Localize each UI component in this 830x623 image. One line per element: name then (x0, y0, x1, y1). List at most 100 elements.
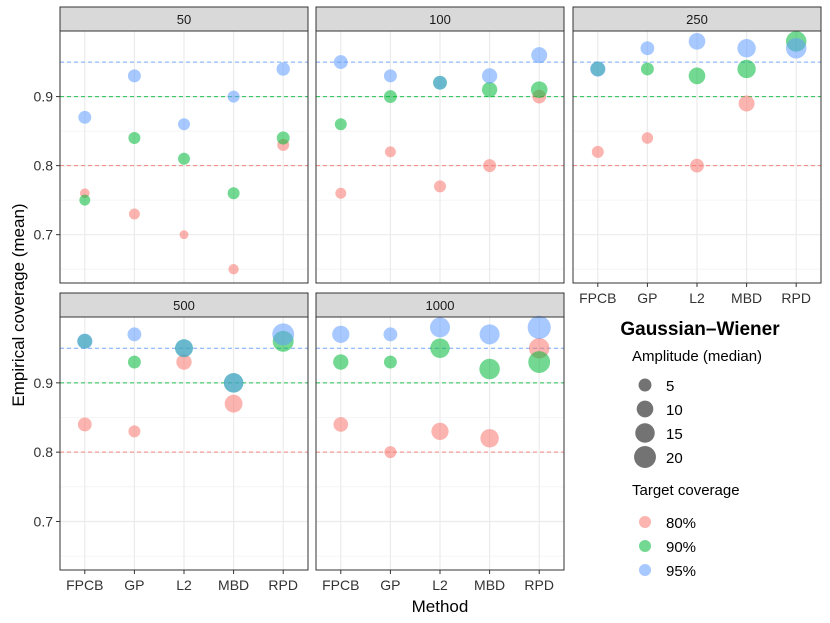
point-80pct-FPCB (592, 146, 604, 158)
y-tick-label: 0.9 (34, 375, 54, 391)
legend-size-items: 5 10 15 20 (634, 378, 683, 468)
y-tick-label: 0.9 (34, 89, 54, 105)
facet-strip-label: 100 (429, 12, 451, 27)
legend-size-key-20 (634, 446, 656, 468)
point-95pct-MBD (224, 373, 243, 392)
legend-color-label-95pct: 95% (666, 563, 696, 580)
x-tick-label-MBD: MBD (218, 577, 249, 593)
point-95pct-FPCB (334, 55, 348, 69)
point-90pct-RPD (277, 132, 290, 145)
legend-color-key-95pct (639, 564, 651, 576)
x-tick-label-RPD: RPD (268, 577, 298, 593)
legend-color-label-80pct: 80% (666, 515, 696, 532)
x-tick-label-RPD: RPD (781, 290, 811, 306)
facet-50: 50 0.7 0.8 0.9 (34, 7, 308, 283)
facet-1000: 1000FPCB GP L2 MBD RPD (316, 293, 564, 593)
x-tick-label-L2: L2 (176, 577, 192, 593)
point-90pct-GP (641, 63, 654, 76)
point-95pct-MBD (480, 324, 500, 344)
y-tick-label: 0.7 (34, 227, 54, 243)
point-95pct-GP (128, 327, 142, 341)
y-tick-label: 0.7 (34, 513, 54, 529)
x-tick-label-FPCB: FPCB (579, 290, 616, 306)
y-tick-label: 0.8 (34, 158, 54, 174)
point-95pct-GP (128, 69, 141, 82)
point-80pct-MBD (739, 95, 755, 111)
point-95pct-L2 (689, 33, 706, 50)
point-95pct-L2 (430, 317, 450, 337)
legend-color-key-80pct (639, 516, 651, 528)
point-90pct-GP (128, 356, 141, 369)
x-tick-label-L2: L2 (432, 577, 448, 593)
x-tick-label-GP: GP (637, 290, 657, 306)
point-95pct-FPCB (332, 326, 349, 343)
point-80pct-FPCB (335, 188, 346, 199)
point-95pct-RPD (531, 47, 547, 63)
x-tick-label-GP: GP (124, 577, 144, 593)
point-80pct-GP (384, 446, 396, 458)
point-90pct-MBD (228, 187, 240, 199)
point-95pct-L2 (178, 118, 190, 130)
point-90pct-FPCB (79, 195, 90, 206)
x-tick-label-FPCB: FPCB (322, 577, 359, 593)
point-80pct-MBD (225, 395, 243, 413)
point-90pct-L2 (689, 68, 706, 85)
legend-color-title: Target coverage (632, 482, 740, 499)
point-95pct-L2 (433, 76, 447, 90)
point-95pct-GP (384, 327, 398, 341)
point-95pct-FPCB (77, 334, 92, 349)
facet-strip-label: 50 (177, 12, 191, 27)
point-80pct-L2 (690, 159, 704, 173)
x-tick-label-L2: L2 (689, 290, 705, 306)
point-90pct-MBD (482, 82, 497, 97)
legend-size-key-5 (639, 379, 652, 392)
legend: Gaussian–Wiener Amplitude (median) Targe… (620, 319, 780, 580)
facet-100: 100 (316, 7, 564, 283)
point-80pct-GP (385, 146, 396, 157)
legend-color-key-90pct (639, 540, 651, 552)
legend-size-label-10: 10 (666, 402, 683, 419)
point-90pct-RPD (531, 81, 548, 98)
faceted-scatter-chart: 500.70.80.9100 250FPCB GP L2 MBD RPD5000.70.8… (0, 0, 830, 623)
point-95pct-GP (384, 69, 397, 82)
point-95pct-FPCB (590, 61, 605, 76)
point-90pct-MBD (737, 60, 755, 78)
facet-panels: 500.70.80.9100 250FPCB GP L2 MBD RPD5000.70.8… (34, 7, 821, 593)
point-95pct-MBD (228, 91, 240, 103)
point-90pct-FPCB (333, 354, 348, 369)
point-95pct-RPD (277, 62, 290, 75)
y-axis-label: Empirical coverage (mean) (9, 203, 28, 406)
facet-strip-label: 500 (173, 298, 195, 313)
legend-size-title: Amplitude (median) (632, 348, 762, 365)
legend-size-label-15: 15 (666, 426, 683, 443)
facet-250: 250 FPCB GP L2 MBD RPD (573, 7, 821, 306)
point-95pct-RPD (272, 323, 294, 345)
legend-size-label-5: 5 (666, 378, 674, 395)
point-80pct-L2 (431, 423, 448, 440)
point-80pct-GP (129, 208, 140, 219)
point-90pct-GP (384, 90, 397, 103)
legend-title: Gaussian–Wiener (620, 319, 780, 340)
x-tick-label-MBD: MBD (474, 577, 505, 593)
point-90pct-L2 (178, 153, 190, 165)
x-axis-label: Method (412, 597, 469, 616)
point-90pct-MBD (479, 359, 499, 379)
point-90pct-RPD (528, 351, 550, 373)
point-80pct-L2 (434, 180, 446, 192)
legend-size-key-10 (637, 401, 654, 418)
point-90pct-FPCB (335, 118, 347, 130)
legend-color-items: 80% 90% 95% (639, 515, 696, 580)
point-95pct-L2 (175, 339, 193, 357)
point-80pct-FPCB (334, 417, 349, 432)
point-90pct-L2 (430, 338, 449, 357)
x-tick-label-GP: GP (380, 577, 400, 593)
facet-500: 500 0.7 0.8 0.9 FPCB GP L2 MBD RPD (34, 293, 308, 593)
point-95pct-FPCB (78, 111, 91, 124)
point-95pct-MBD (737, 39, 755, 57)
legend-size-label-20: 20 (666, 450, 683, 467)
x-tick-label-MBD: MBD (731, 290, 762, 306)
point-80pct-MBD (483, 159, 496, 172)
point-95pct-RPD (528, 316, 551, 339)
point-80pct-GP (642, 132, 653, 143)
x-tick-label-RPD: RPD (524, 577, 554, 593)
